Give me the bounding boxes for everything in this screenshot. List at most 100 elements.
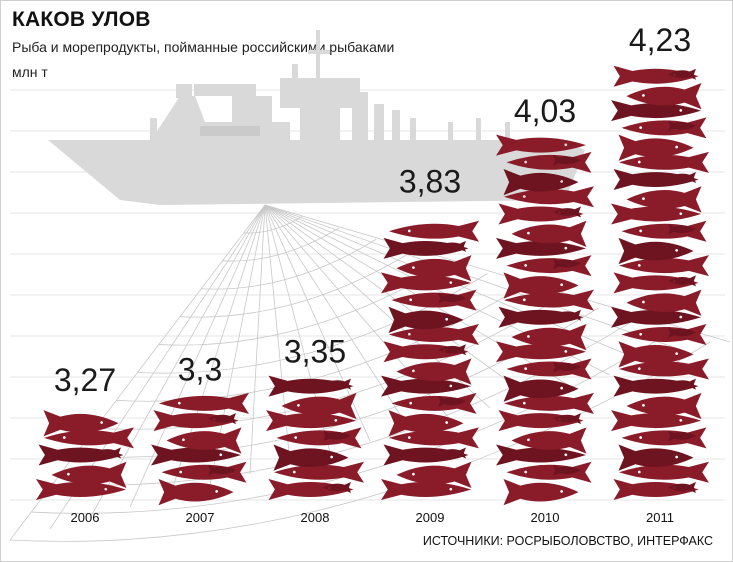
gridlines: [10, 89, 725, 501]
fish-icon: [621, 427, 707, 449]
fish-icon: [611, 410, 701, 432]
fish-icon: [553, 361, 581, 373]
fish-icon: [553, 464, 581, 476]
fish-icon: [619, 151, 709, 173]
fish-icon: [611, 203, 701, 225]
fish-icon: [618, 237, 694, 265]
fish-icon: [151, 444, 241, 466]
fish-icon: [626, 392, 702, 420]
fish-icon: [438, 447, 466, 459]
year-label: 2009: [416, 510, 445, 525]
ship-silhouette: [48, 30, 585, 205]
year-label: 2008: [301, 510, 330, 525]
fish-icon: [276, 427, 362, 449]
fish-icon: [51, 461, 127, 489]
net-line: [179, 250, 414, 318]
fish-icon: [553, 258, 581, 270]
fish-icon: [511, 324, 587, 351]
year-label: 2011: [646, 510, 674, 525]
fish-icon: [619, 461, 709, 483]
catch-stacks: [36, 65, 709, 506]
fish-icon: [618, 341, 694, 368]
fish-icon: [504, 186, 594, 208]
fish-icon: [496, 237, 586, 259]
year-labels: 2006 2007 2008 2009 2010 2011: [71, 510, 674, 525]
fish-icon: [396, 255, 472, 282]
fish-icon: [496, 341, 586, 363]
fish-icon: [323, 430, 351, 442]
fish-icon: [504, 392, 594, 414]
fish-icon: [553, 154, 581, 166]
value-label: 3,27: [54, 362, 116, 398]
fish-icon: [281, 392, 357, 420]
fish-icon: [668, 378, 696, 390]
catch-stack-2006: [36, 410, 134, 500]
chart-subtitle: Рыба и морепродукты, пойманные российски…: [12, 39, 395, 55]
fish-icon: [668, 275, 696, 287]
fish-icon: [503, 272, 579, 299]
fish-icon: [389, 324, 479, 346]
value-label: 3,35: [284, 334, 346, 370]
source-note: ИСТОЧНИКИ: РОСРЫБОЛОВСТВО, ИНТЕРФАКС: [422, 534, 713, 548]
fish-icon: [506, 255, 592, 277]
fish-icon: [274, 461, 364, 483]
fish-icon: [503, 169, 579, 196]
fish-icon: [668, 327, 696, 339]
fish-icon: [381, 479, 471, 500]
fish-icon: [389, 220, 479, 242]
fish-icon: [93, 447, 121, 459]
net-line: [9, 341, 711, 542]
fish-icon: [503, 375, 579, 402]
fish-icon: [36, 479, 126, 500]
fish-icon: [668, 223, 696, 235]
fish-icon: [511, 220, 587, 247]
fish-icon: [166, 427, 242, 454]
fish-icon: [391, 289, 477, 311]
fish-icon: [668, 482, 696, 493]
value-label: 4,03: [514, 93, 576, 129]
fish-icon: [611, 306, 701, 328]
fish-icon: [396, 358, 472, 385]
fish-icon: [266, 410, 356, 432]
catch-stack-2010: [496, 134, 594, 506]
fish-icon: [323, 482, 351, 493]
fish-icon: [43, 410, 119, 437]
fish-icon: [388, 410, 464, 437]
fish-icon: [668, 120, 696, 132]
fish-icon: [506, 461, 592, 483]
fish-icon: [511, 427, 587, 454]
fish-icon: [618, 134, 694, 161]
fish-icon: [438, 395, 466, 407]
fish-icon: [553, 309, 581, 321]
value-label: 3,3: [178, 351, 222, 387]
year-label: 2006: [71, 510, 100, 525]
fish-icon: [388, 306, 464, 334]
chart-title: КАКОВ УЛОВ: [12, 8, 151, 31]
fish-icon: [626, 186, 702, 213]
year-label: 2007: [186, 510, 215, 525]
catch-stack-2009: [381, 220, 479, 500]
fish-icon: [619, 255, 709, 277]
fish-icon: [621, 324, 707, 346]
fish-icon: [496, 134, 586, 156]
fish-icon: [553, 413, 581, 425]
fish-icon: [503, 479, 579, 506]
fish-icon: [668, 68, 696, 80]
fish-icon: [438, 292, 466, 304]
value-labels: 3,27 3,3 3,35 3,83 4,03 4,23: [54, 22, 691, 398]
fish-icon: [273, 444, 349, 471]
net-line: [249, 204, 266, 475]
net-line: [222, 227, 340, 262]
fish-icon: [208, 413, 236, 425]
fish-icon: [389, 427, 479, 449]
catch-stack-2007: [151, 392, 249, 506]
unit-label: млн т: [12, 64, 48, 80]
fish-icon: [158, 479, 234, 506]
catch-stack-2008: [266, 375, 364, 500]
value-label: 4,23: [629, 22, 691, 58]
fish-icon: [621, 220, 707, 242]
fish-icon: [323, 378, 351, 390]
fish-icon: [619, 358, 709, 380]
net-line: [243, 216, 303, 234]
